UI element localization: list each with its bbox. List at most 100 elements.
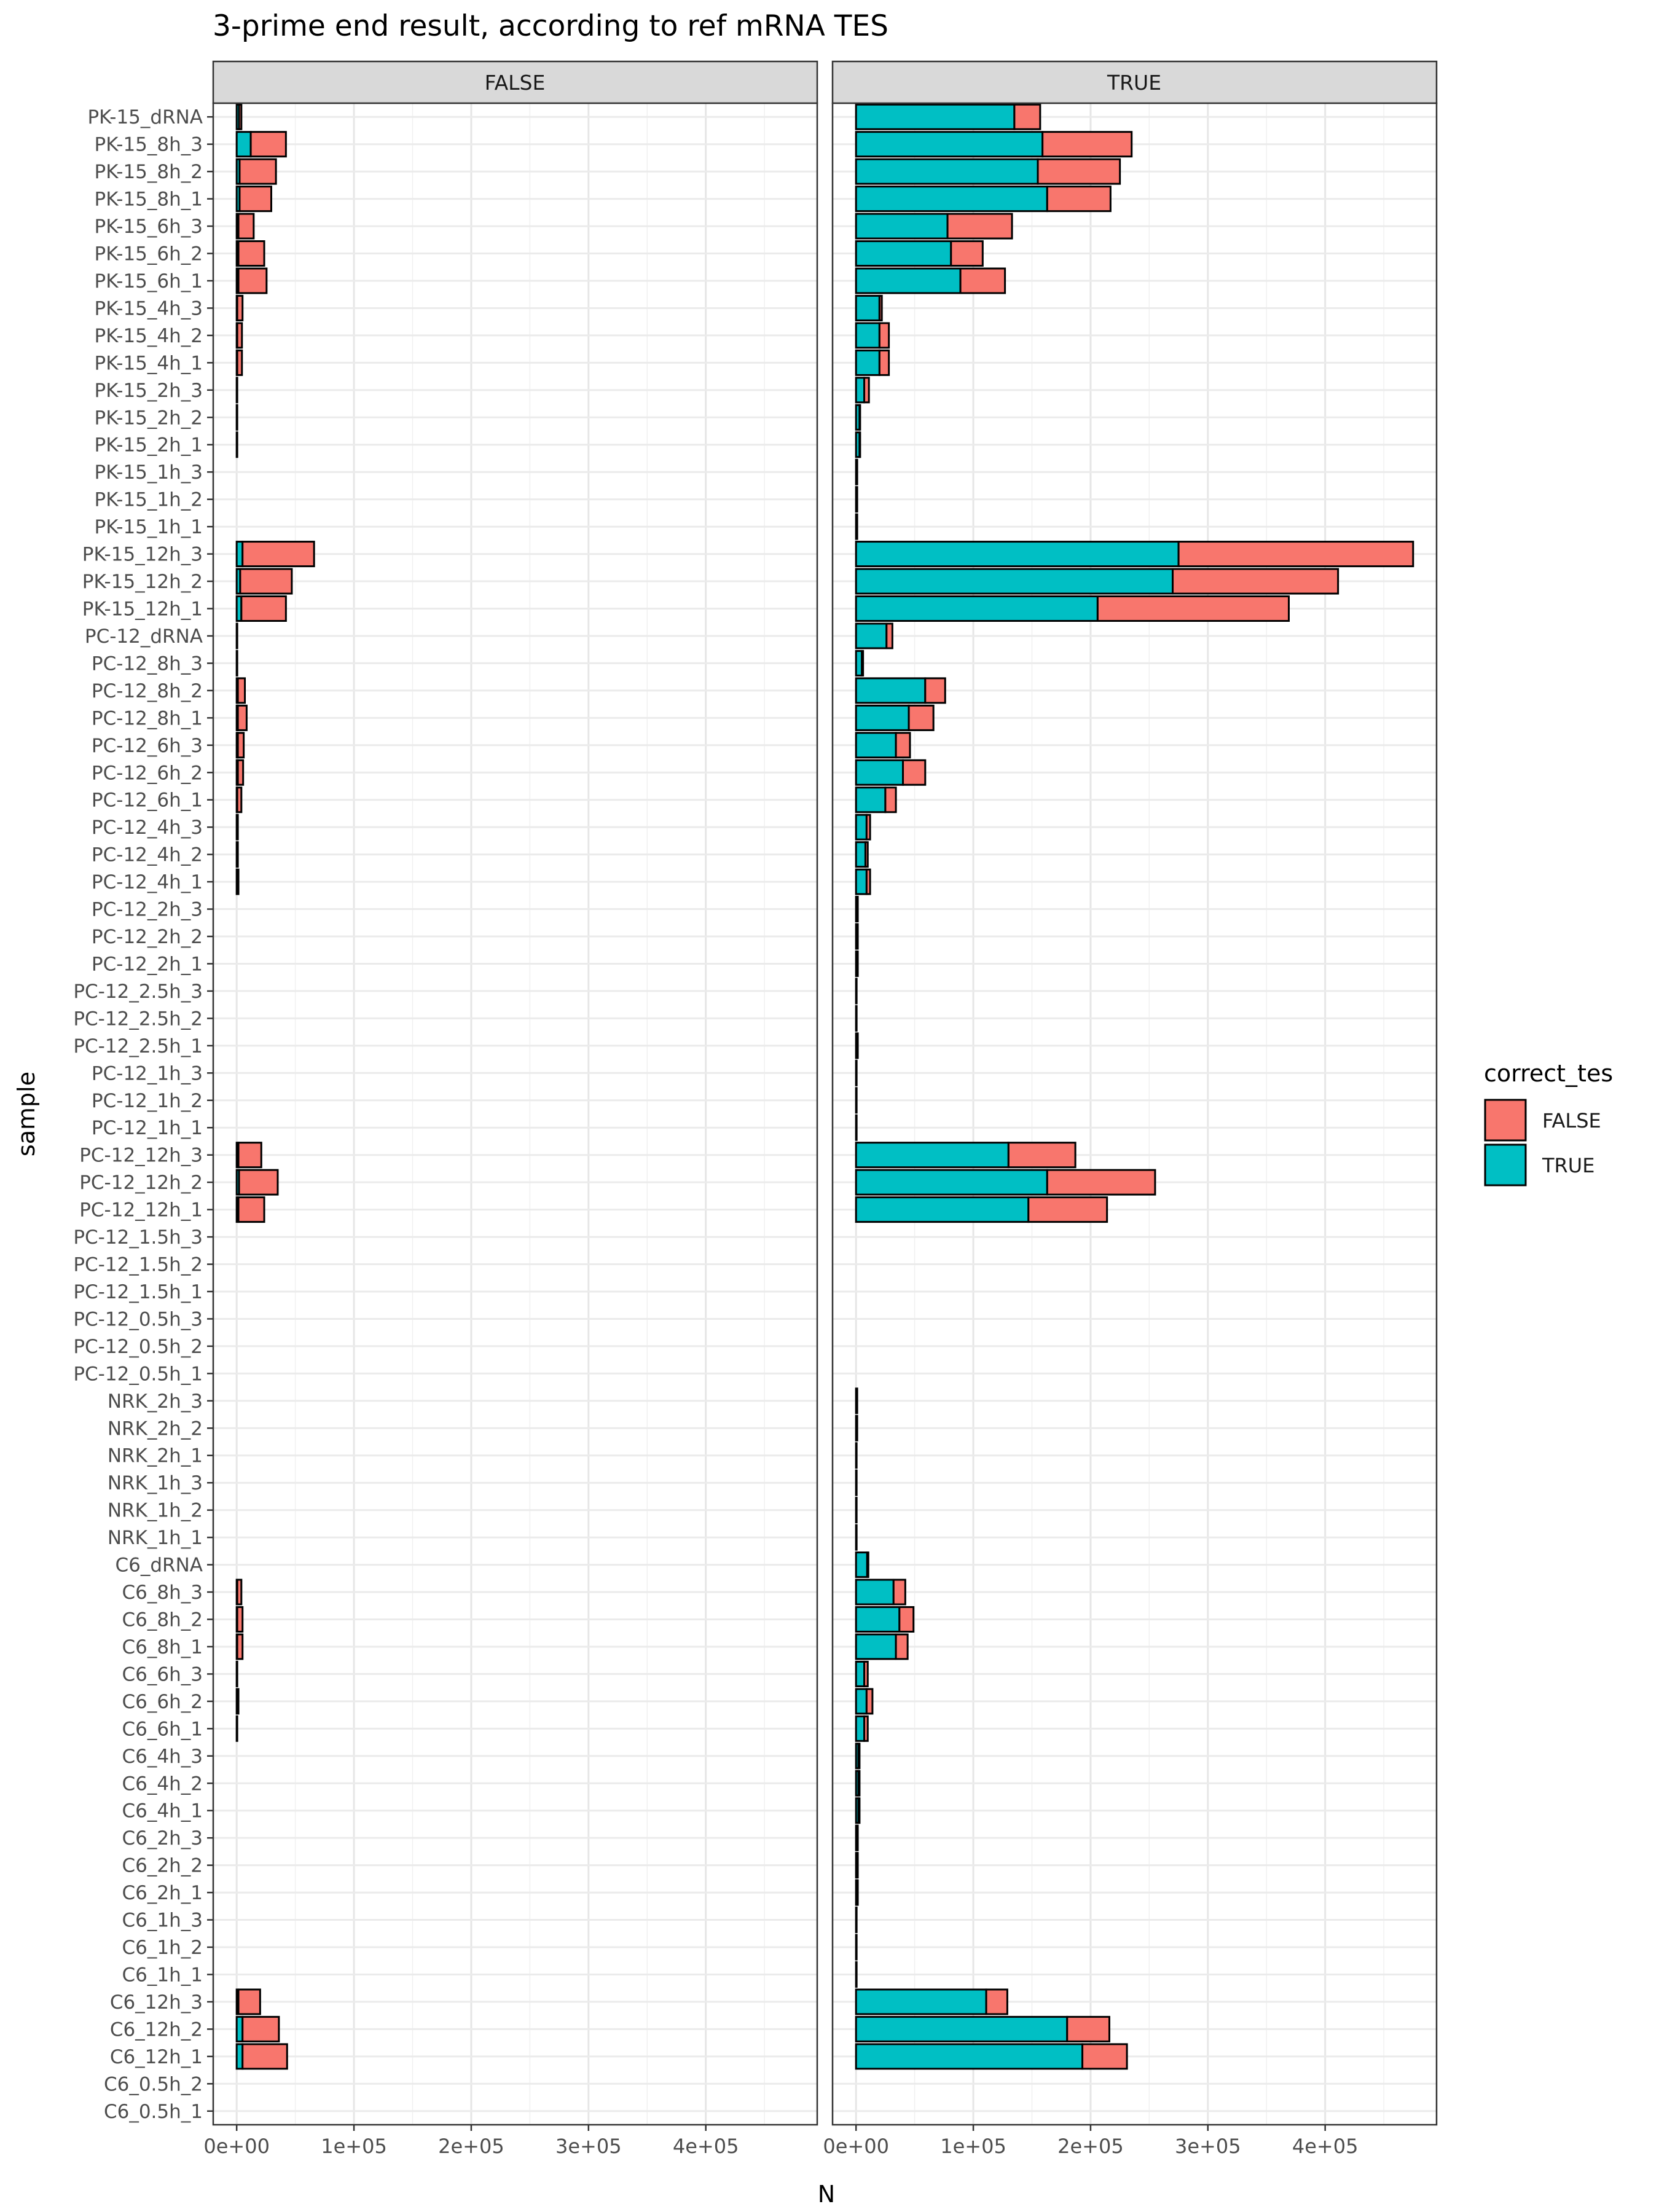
y-tick-label: C6_4h_3 <box>122 1746 203 1768</box>
bar-false-PC-12_4h_1 <box>865 868 871 895</box>
bar-true-C6_1h_1 <box>855 1961 858 1988</box>
x-axis-true-panel: 0e+00 1e+05 2e+05 3e+05 4e+05 <box>823 2125 1358 2158</box>
x-tick-label: 4e+05 <box>1292 2135 1359 2158</box>
y-tick-label: C6_8h_2 <box>122 1609 203 1631</box>
y-tick-label: PC-12_0.5h_3 <box>73 1308 203 1330</box>
bar-false-C6_12h_2 <box>1066 2015 1110 2042</box>
bar-false-C6_6h_2 <box>235 1688 240 1715</box>
y-tick-label: C6_2h_1 <box>122 1882 203 1904</box>
bar-true-PK-15_1h_2 <box>855 486 858 513</box>
y-tick-label: PK-15_1h_3 <box>95 461 203 484</box>
y-tick-label: PC-12_2h_1 <box>92 953 203 975</box>
bar-false-PC-12_12h_1 <box>237 1196 265 1223</box>
y-tick-label: C6_1h_2 <box>122 1937 203 1959</box>
y-tick-label: C6_8h_1 <box>122 1636 203 1658</box>
bar-true-PK-15_6h_3 <box>855 213 949 240</box>
bar-true-NRK_1h_3 <box>855 1469 858 1496</box>
bar-false-PC-12_8h_1 <box>908 704 935 731</box>
bar-true-PC-12_12h_2 <box>855 1169 1048 1196</box>
bar-false-PC-12_8h_2 <box>924 677 946 704</box>
x-tick-label: 2e+05 <box>1057 2135 1124 2158</box>
bar-true-C6_12h_3 <box>855 1988 987 2015</box>
y-tick-label: PK-15_8h_2 <box>95 161 203 183</box>
bar-false-C6_6h_3 <box>863 1660 869 1687</box>
y-tick-label: PC-12_2h_2 <box>92 926 203 948</box>
y-tick-label: PC-12_2.5h_3 <box>73 981 203 1003</box>
y-tick-label: PK-15_4h_3 <box>95 297 203 320</box>
y-tick-label: PK-15_dRNA <box>87 106 203 128</box>
bar-false-C6_12h_1 <box>241 2043 288 2070</box>
y-tick-label: PC-12_8h_1 <box>92 707 203 729</box>
bar-true-PK-15_12h_1 <box>855 595 1099 622</box>
legend-key-false <box>1484 1099 1527 1142</box>
y-tick-label: PC-12_2.5h_2 <box>73 1008 203 1030</box>
bar-false-PC-12_4h_3 <box>865 814 871 841</box>
y-tick-label: C6_dRNA <box>116 1555 203 1577</box>
x-tick-label: 2e+05 <box>438 2135 504 2158</box>
panel-true-border <box>831 102 1438 2126</box>
bar-false-C6_8h_1 <box>236 1633 244 1660</box>
bar-false-PK-15_6h_1 <box>237 267 268 294</box>
bar-false-PK-15_12h_2 <box>1172 568 1339 595</box>
y-tick-label: PC-12_dRNA <box>85 626 203 648</box>
bar-false-PC-12_2h_3 <box>856 896 859 923</box>
bar-false-PK-15_12h_3 <box>241 541 315 568</box>
bar-false-PC-12_4h_1 <box>235 868 240 895</box>
bar-true-PK-15_8h_2 <box>855 158 1039 185</box>
legend-key-true <box>1484 1143 1527 1186</box>
legend-label-true: TRUE <box>1542 1154 1594 1177</box>
y-tick-label: NRK_2h_2 <box>108 1418 203 1440</box>
panel-true-bars <box>855 103 1414 2070</box>
y-tick-label: C6_12h_3 <box>110 1991 203 2014</box>
bar-false-PC-12_12h_2 <box>238 1169 279 1196</box>
panel-false-strip-label: FALSE <box>485 71 546 95</box>
bar-true-NRK_2h_2 <box>855 1414 858 1441</box>
bar-false-PC-12_dRNA <box>885 622 893 649</box>
y-tick-label: PK-15_12h_2 <box>82 571 203 593</box>
x-tick-label: 1e+05 <box>940 2135 1006 2158</box>
x-axis-false-panel: 0e+00 1e+05 2e+05 3e+05 4e+05 <box>203 2125 739 2158</box>
bar-true-C6_6h_1 <box>855 1715 866 1742</box>
y-tick-label: PC-12_0.5h_2 <box>73 1336 203 1358</box>
bar-true-C6_8h_1 <box>855 1633 897 1660</box>
bar-false-C6_8h_2 <box>236 1606 244 1633</box>
bar-false-PC-12_6h_1 <box>884 786 897 814</box>
bar-false-C6_4h_3 <box>857 1743 861 1770</box>
bar-true-PC-12_1h_1 <box>855 1114 858 1141</box>
y-tick-label: PC-12_6h_2 <box>92 762 203 784</box>
y-tick-label: PC-12_4h_1 <box>92 871 203 893</box>
bar-false-C6_8h_3 <box>892 1579 906 1606</box>
bar-true-C6_1h_3 <box>855 1907 858 1934</box>
y-tick-label: PC-12_1.5h_3 <box>73 1226 203 1249</box>
bar-true-PC-12_2.5h_3 <box>855 978 858 1005</box>
bar-false-PC-12_6h_1 <box>236 786 243 814</box>
bar-true-NRK_1h_1 <box>855 1524 858 1551</box>
y-tick-label: C6_4h_1 <box>122 1800 203 1822</box>
y-tick-label: C6_6h_2 <box>122 1691 203 1713</box>
y-tick-label: C6_1h_3 <box>122 1910 203 1932</box>
y-tick-label: C6_0.5h_2 <box>104 2073 203 2095</box>
bar-false-PK-15_4h_2 <box>878 322 890 349</box>
y-tick-label: C6_1h_1 <box>122 1964 203 1986</box>
panel-false-strip <box>212 60 818 104</box>
bar-false-PK-15_8h_1 <box>238 186 272 213</box>
bar-false-PK-15_12h_2 <box>239 568 293 595</box>
y-tick-label: PC-12_1.5h_1 <box>73 1281 203 1303</box>
y-tick-label: NRK_1h_3 <box>108 1472 203 1494</box>
y-tick-label: PK-15_6h_3 <box>95 216 203 238</box>
bar-true-C6_6h_3 <box>855 1660 866 1687</box>
bar-false-PK-15_4h_3 <box>236 294 244 321</box>
bar-false-PK-15_4h_2 <box>236 322 243 349</box>
y-tick-label: C6_6h_1 <box>122 1718 203 1740</box>
bar-true-PC-12_dRNA <box>855 622 888 649</box>
bar-true-PK-15_4h_3 <box>855 294 880 321</box>
bar-true-PC-12_6h_2 <box>855 759 904 786</box>
bar-false-PK-15_4h_1 <box>236 349 243 376</box>
bar-false-C6_12h_1 <box>1081 2043 1128 2070</box>
bar-true-PK-15_4h_1 <box>855 349 880 376</box>
legend-label-false: FALSE <box>1542 1109 1601 1132</box>
bar-false-PK-15_6h_2 <box>237 240 265 267</box>
y-axis-title: sample <box>13 1072 40 1156</box>
bar-true-PK-15_8h_3 <box>855 131 1044 158</box>
